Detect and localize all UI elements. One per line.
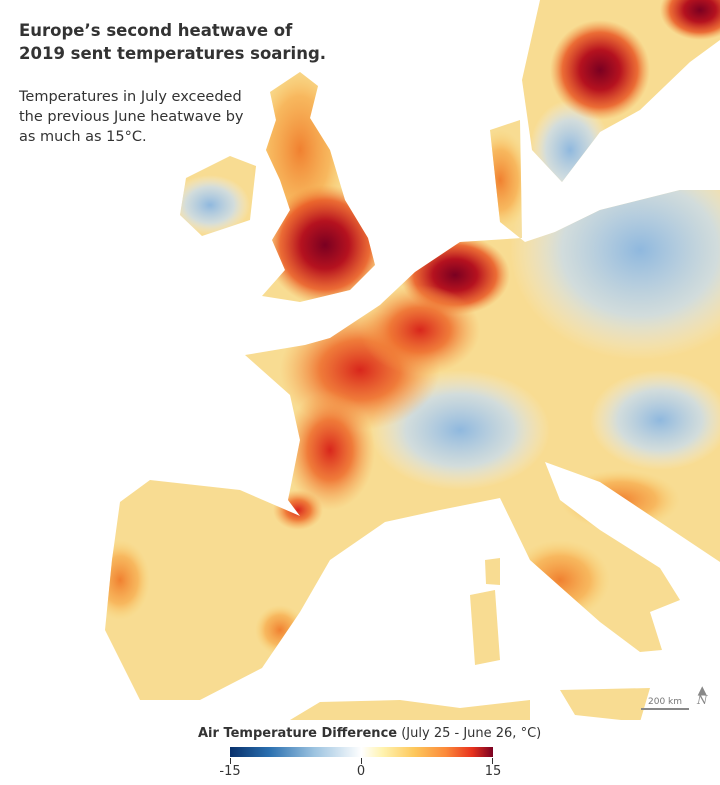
legend-title-main: Air Temperature Difference: [198, 726, 398, 741]
legend-title: Air Temperature Difference (July 25 - Ju…: [198, 726, 541, 741]
north-label: N: [697, 693, 708, 707]
legend-title-detail: (July 25 - June 26, °C): [401, 726, 542, 741]
scale-bar-label: 200 km: [648, 697, 683, 707]
map-subtitle: Temperatures in July exceeded the previo…: [19, 89, 244, 145]
color-bar: [230, 747, 493, 757]
scale-bar: [641, 708, 689, 710]
tick-mark: [492, 758, 493, 764]
map-title: Europe’s second heatwave of 2019 sent te…: [19, 21, 327, 63]
tick-label-zero: 0: [356, 764, 366, 779]
tick-label-min: -15: [219, 764, 241, 779]
north-arrow-icon: ▲ N: [697, 683, 708, 707]
tick-mark: [230, 758, 231, 764]
tick-label-max: 15: [484, 764, 502, 779]
tick-mark: [361, 758, 362, 764]
